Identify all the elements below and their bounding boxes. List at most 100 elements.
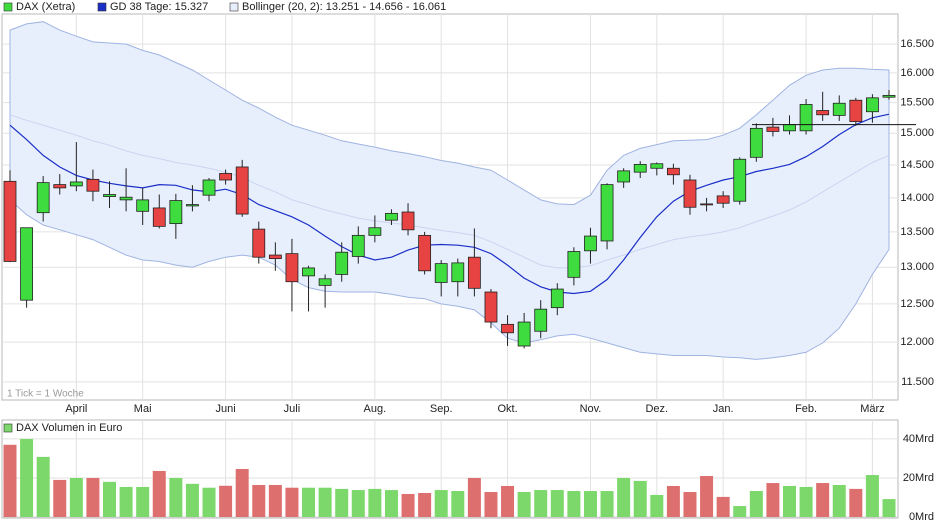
volume-bar [285,487,299,517]
volume-bar [617,477,631,517]
legend-label: DAX (Xetra) [16,1,75,13]
volume-bar [401,493,415,517]
volume-bar [782,485,796,517]
y-tick-label: 16.500 [900,38,934,50]
volume-bar [865,475,879,517]
candle-body [467,256,481,289]
candle-body [434,263,448,283]
volume-bar [169,477,183,517]
volume-bar [882,499,896,517]
candle-body [849,99,863,122]
volume-bar [36,456,50,517]
candle-body [716,195,730,204]
volume-bar [550,490,564,517]
candle-body [584,235,597,252]
x-tick-label: Dez. [645,403,668,415]
volume-bar [733,506,747,517]
candle-body [3,180,17,262]
candle-body [318,278,332,286]
legend-label: DAX Volumen in Euro [16,422,122,434]
volume-bar [451,491,465,517]
candle-body [202,179,216,196]
bollinger-middle [9,114,890,269]
volume-bar [418,492,432,517]
candle-body [418,234,432,272]
y-tick-label: 13.500 [900,226,934,238]
y-tick-label: 12.000 [900,336,934,348]
volume-bar [368,488,382,517]
candle-body [219,173,233,181]
candle-body [119,196,133,201]
volume-bar [302,487,316,517]
candle-body [783,124,796,132]
volume-bar [152,470,166,517]
volume-bar [86,477,100,517]
candle-body [20,227,33,301]
candle-body [53,184,67,189]
candle-body [700,203,713,206]
legend-label: Bollinger (20, 2): 13.251 - 14.656 - 16.… [242,1,446,13]
candle-body [186,204,199,207]
volume-bar [583,491,597,517]
candle-body [816,110,830,116]
y-tick-label: 15.000 [900,127,934,139]
candle-body [36,182,50,214]
volume-bar [3,444,17,517]
volume-bar [467,477,481,517]
volume-bar [235,468,249,517]
y-tick-label: 14.000 [900,192,934,204]
volume-bar [434,490,448,517]
volume-bar [832,484,846,517]
volume-bar [816,483,830,517]
candle-body [401,211,415,231]
volume-bar [650,494,664,517]
volume-bar [202,487,216,517]
candle-body [650,163,664,169]
legend-swatch [3,423,13,433]
legend-swatch [3,2,13,12]
y-tick-label: 11.500 [901,376,934,388]
candle-body [617,170,631,183]
candle-body [484,291,498,323]
candle-body [517,321,531,347]
candle-body [69,181,83,187]
volume-bar [501,485,515,517]
candle-body [666,167,680,176]
volume-bar [683,492,697,517]
candle-body [335,251,349,275]
candle-body [252,228,266,258]
y-tick-label: 15.500 [900,97,934,109]
x-tick-label: Feb. [795,403,817,415]
bollinger-band [9,21,890,360]
y-tick-label: 20Mrd [903,472,934,484]
candle-body [136,199,150,212]
volume-bar [335,488,349,517]
volume-bar [749,491,763,517]
volume-bar [666,485,680,517]
volume-bar [716,496,730,517]
candle-body [351,234,365,257]
volume-bar [69,477,83,517]
volume-bar [700,476,714,517]
x-tick-label: März [860,403,884,415]
y-tick-label: 13.000 [900,261,934,273]
volume-bar [185,483,199,517]
legend-swatch [229,2,239,12]
candle-body [799,104,813,132]
candle-body [733,158,747,202]
candle-body [268,254,282,260]
volume-bar [268,484,282,517]
y-tick-label: 16.000 [900,67,934,79]
volume-bar [600,491,614,517]
volume-bar [534,490,548,517]
candle-body [385,212,398,221]
candle-body [86,178,100,192]
candle-body [766,126,780,132]
volume-bar [384,490,398,517]
volume-bar [318,487,332,517]
candle-body [235,166,249,215]
volume-bar [567,491,581,517]
candle-body [550,288,564,309]
volume-frame [1,419,899,519]
